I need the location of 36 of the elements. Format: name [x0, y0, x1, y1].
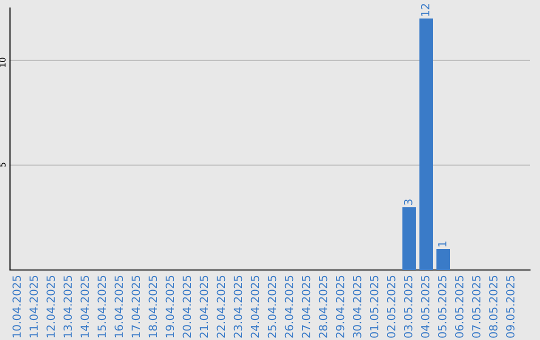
data-label: 1	[438, 242, 446, 246]
x-tick-label: 17.04.2025	[132, 276, 140, 338]
x-tick-label: 08.05.2025	[489, 276, 498, 338]
x-tick-label: 18.04.2025	[148, 276, 158, 338]
x-tick-label: 09.05.2025	[506, 276, 514, 338]
bar	[419, 18, 433, 270]
x-tick-label: 27.04.2025	[302, 276, 310, 338]
x-tick-label: 28.04.2025	[318, 276, 328, 338]
x-tick-label: 21.04.2025	[200, 276, 208, 338]
x-tick-label: 13.04.2025	[64, 276, 72, 338]
bar	[436, 249, 450, 270]
x-tick-label: 16.04.2025	[114, 276, 124, 338]
x-tick-label: 06.05.2025	[455, 276, 464, 338]
x-tick-label: 12.04.2025	[46, 276, 55, 338]
x-tick-label: 05.05.2025	[438, 276, 446, 338]
x-tick-label: 15.04.2025	[98, 276, 106, 338]
x-tick-label: 11.04.2025	[30, 276, 38, 338]
x-tick-label: 25.04.2025	[268, 276, 276, 338]
x-tick-label: 04.05.2025	[420, 276, 430, 338]
x-tick-label: 30.04.2025	[352, 276, 362, 338]
x-tick-label: 29.04.2025	[336, 276, 344, 338]
x-tick-label: 26.04.2025	[284, 276, 294, 338]
x-tick-label: 23.04.2025	[234, 276, 242, 338]
data-label: 12	[420, 4, 430, 16]
data-label: 3	[404, 200, 412, 205]
x-tick-label: 24.04.2025	[250, 276, 260, 338]
x-tick-label: 20.04.2025	[182, 276, 192, 338]
x-tick-label: 14.04.2025	[80, 276, 89, 338]
x-tick-label: 07.05.2025	[472, 276, 480, 338]
x-tick-label: 03.05.2025	[404, 276, 412, 338]
x-tick-label: 10.04.2025	[12, 276, 21, 338]
x-tick-label: 02.05.2025	[386, 276, 396, 338]
x-tick-label: 19.04.2025	[166, 276, 174, 338]
x-tick-label: 01.05.2025	[370, 276, 378, 338]
x-tick-label: 22.04.2025	[216, 276, 226, 338]
bar	[402, 207, 416, 270]
